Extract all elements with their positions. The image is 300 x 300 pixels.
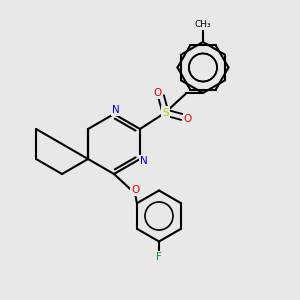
Text: O: O — [131, 185, 139, 195]
Text: O: O — [153, 88, 161, 98]
Text: F: F — [156, 252, 162, 262]
Text: N: N — [112, 105, 119, 116]
Text: S: S — [162, 107, 169, 118]
Text: N: N — [140, 156, 148, 167]
Text: CH₃: CH₃ — [195, 20, 211, 29]
Text: O: O — [184, 113, 192, 124]
